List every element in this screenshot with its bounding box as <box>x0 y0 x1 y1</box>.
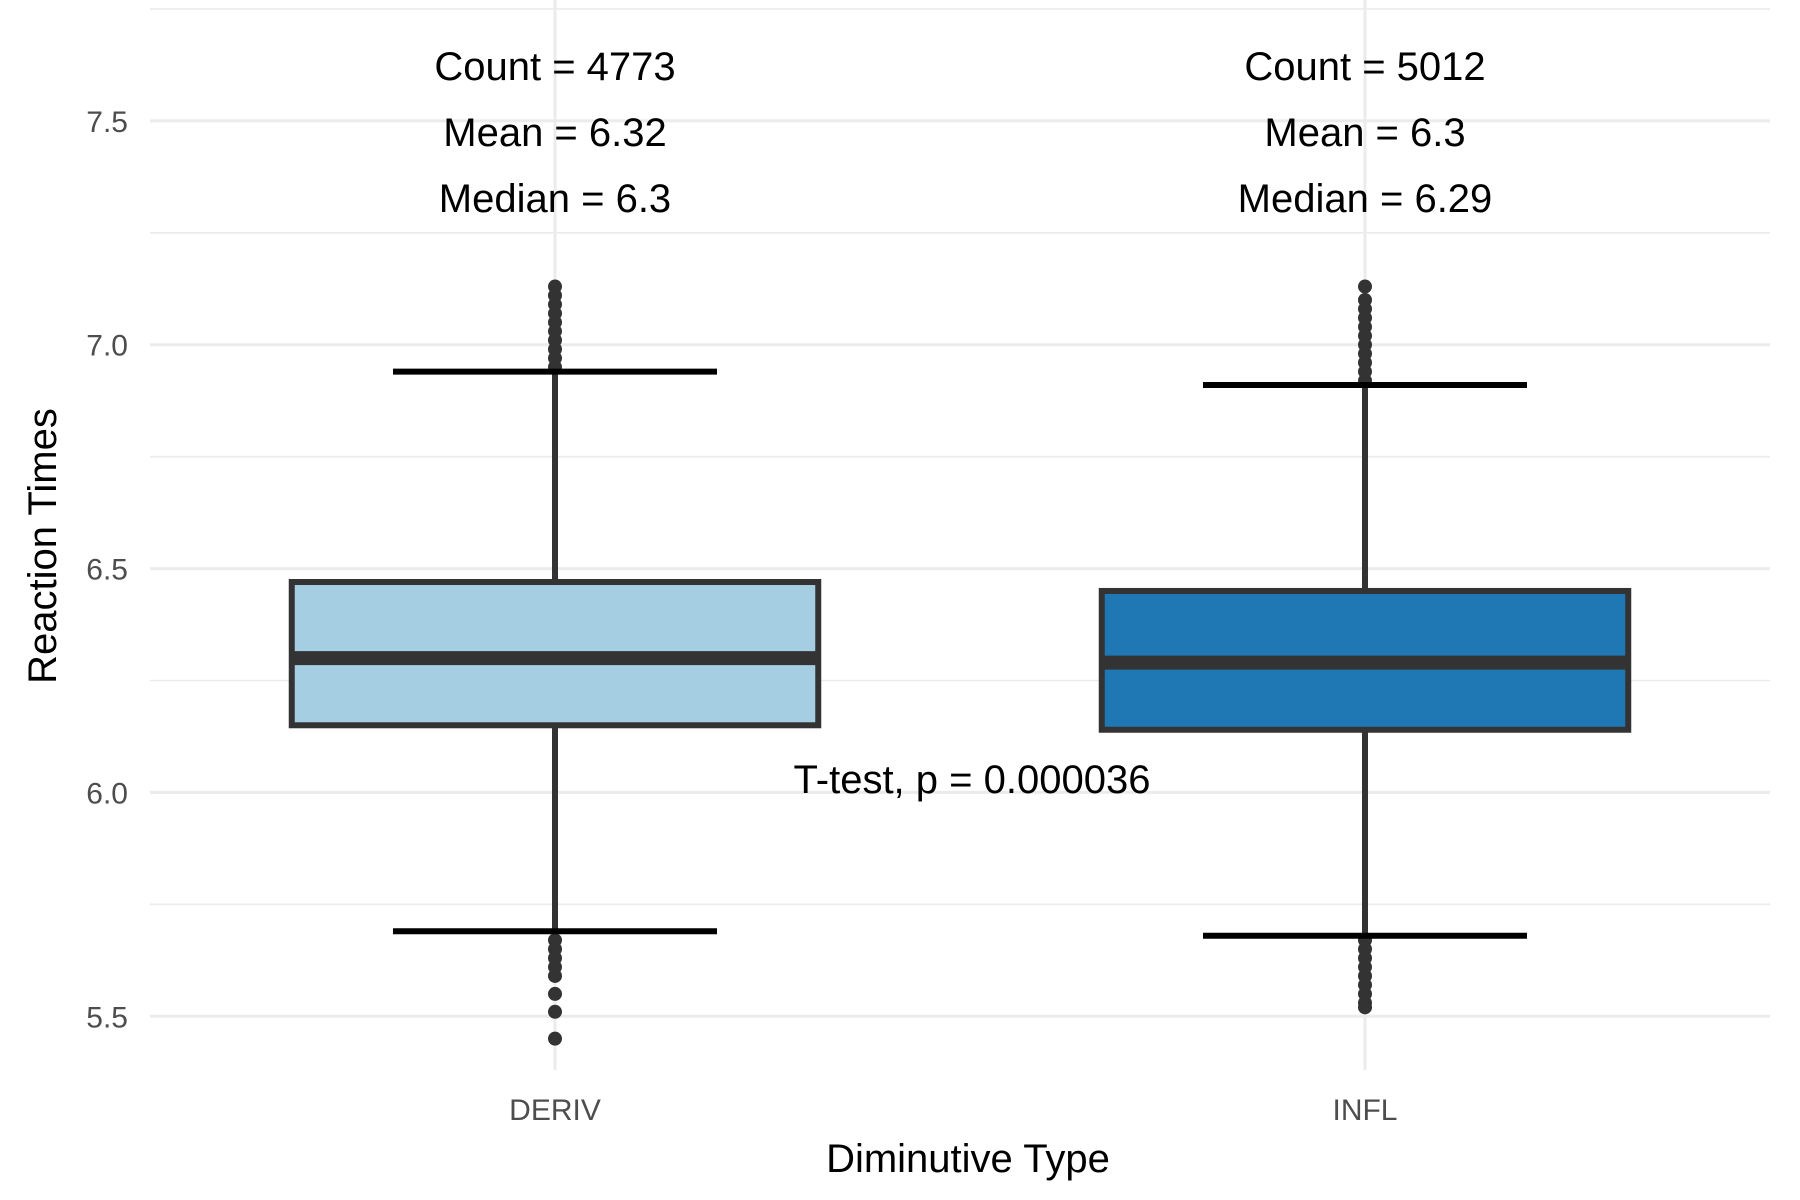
outlier-point <box>548 1004 562 1019</box>
outlier-point <box>548 1031 562 1046</box>
y-tick-label: 6.0 <box>86 777 128 810</box>
box-groups <box>288 279 1632 1046</box>
annotations: Count = 4773 Mean = 6.32 Median = 6.3 Count… <box>434 45 1492 802</box>
stat-annotation: Median = 6.29 <box>1238 177 1493 221</box>
box-infl <box>1098 279 1632 1015</box>
outlier-point <box>1358 292 1372 307</box>
y-tick-label: 5.5 <box>86 1001 128 1034</box>
x-tick-label: DERIV <box>509 1094 601 1127</box>
y-tick-label: 6.5 <box>86 554 128 587</box>
y-axis-title: Reaction Times <box>21 408 65 684</box>
stat-annotation: Count = 4773 <box>434 45 675 89</box>
stat-annotation: Mean = 6.3 <box>1264 111 1465 155</box>
box-deriv <box>288 279 822 1046</box>
t-test-annotation: T-test, p = 0.000036 <box>794 758 1151 802</box>
x-tick-labels: DERIV INFL <box>509 1094 1397 1127</box>
stat-annotation: Count = 5012 <box>1244 45 1485 89</box>
y-tick-labels: 5.5 6.0 6.5 7.0 7.5 <box>86 106 128 1034</box>
outlier-point <box>548 968 562 983</box>
x-axis-title: Diminutive Type <box>826 1137 1110 1181</box>
y-tick-label: 7.5 <box>86 106 128 139</box>
stat-annotation: Mean = 6.32 <box>443 111 667 155</box>
outlier-point <box>1358 279 1372 294</box>
x-tick-label: INFL <box>1332 1094 1397 1127</box>
stat-annotation: Median = 6.3 <box>439 177 671 221</box>
y-tick-label: 7.0 <box>86 330 128 363</box>
outlier-point <box>1358 1000 1372 1015</box>
outlier-point <box>548 279 562 294</box>
grid-lines <box>150 0 1770 1070</box>
outlier-point <box>548 986 562 1001</box>
